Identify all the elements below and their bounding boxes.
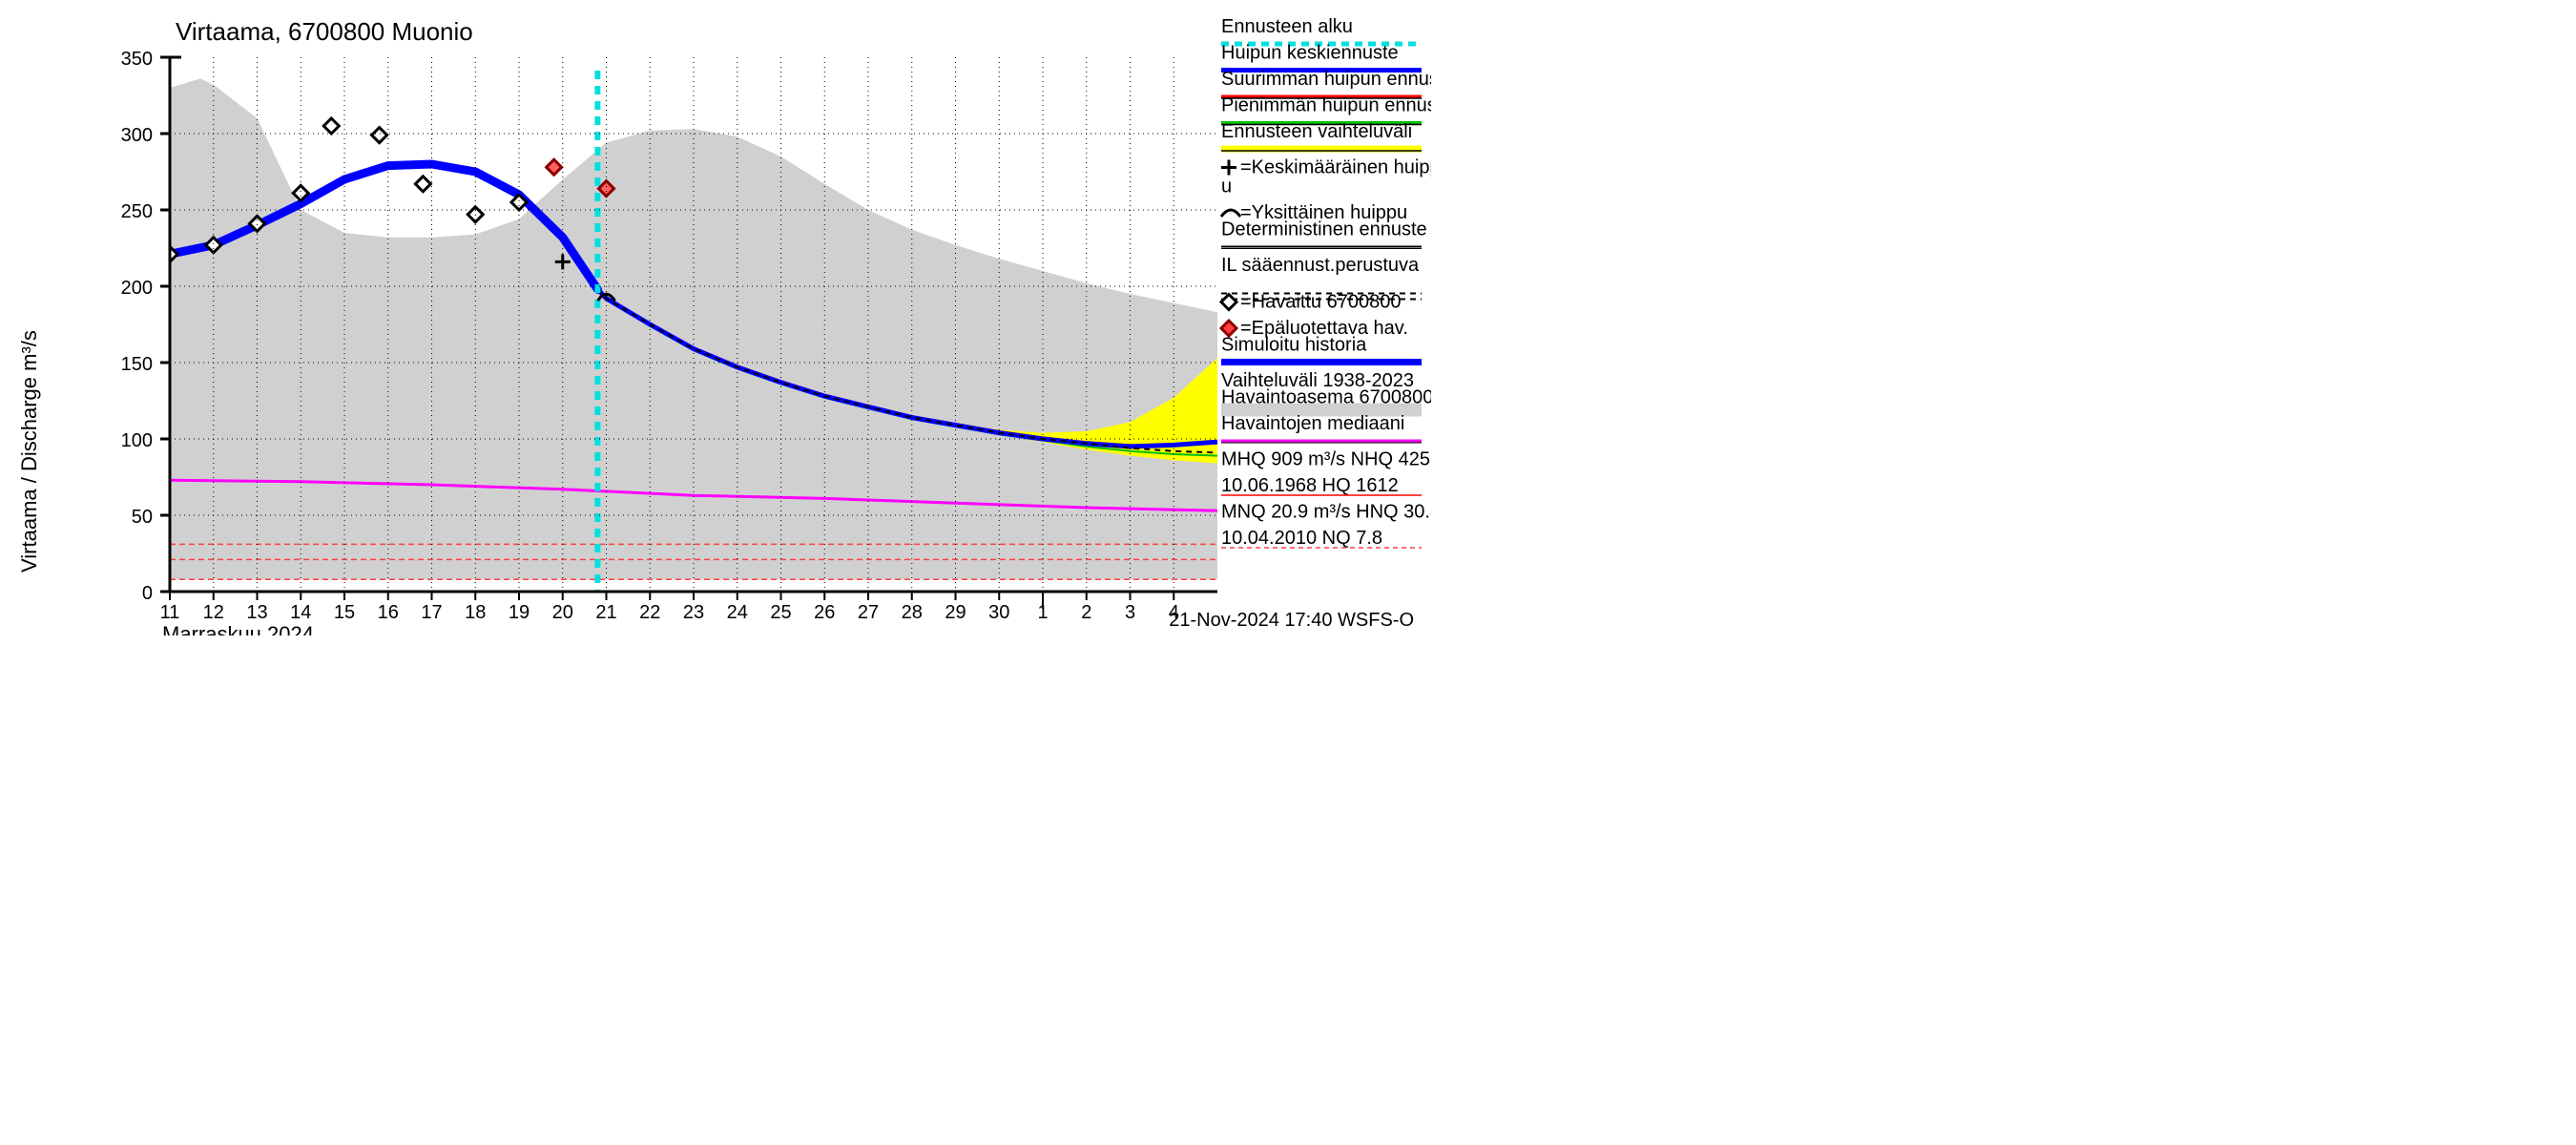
month-label: Marraskuu 2024 <box>162 622 314 635</box>
x-tick-label: 19 <box>509 602 530 623</box>
chart-title: Virtaama, 6700800 Muonio <box>176 17 473 46</box>
y-tick-label: 0 <box>142 583 153 604</box>
legend-label: Pienimmän huipun ennuste <box>1221 95 1431 116</box>
legend-label: Havaintoasema 6700800 <box>1221 387 1431 408</box>
x-tick-label: 21 <box>595 602 616 623</box>
legend-label: =Havaittu 6700800 <box>1240 292 1401 313</box>
x-tick-label: 23 <box>683 602 704 623</box>
x-tick-label: 11 <box>160 602 180 623</box>
x-tick-label: 26 <box>814 602 835 623</box>
observation-marker <box>415 177 430 192</box>
footer-timestamp: 21-Nov-2024 17:40 WSFS-O <box>1169 610 1414 631</box>
legend-label: Huipun keskiennuste <box>1221 43 1399 64</box>
x-tick-label: 28 <box>902 602 923 623</box>
y-tick-label: 50 <box>132 507 153 528</box>
x-tick-label: 18 <box>465 602 486 623</box>
x-tick-label: 30 <box>988 602 1009 623</box>
x-tick-label: 29 <box>945 602 966 623</box>
x-tick-label: 1 <box>1037 602 1048 623</box>
observation-marker <box>372 128 387 143</box>
x-tick-label: 3 <box>1125 602 1135 623</box>
legend-label: Deterministinen ennuste <box>1221 219 1427 240</box>
y-tick-label: 250 <box>121 201 153 222</box>
legend-label: IL sääennust.perustuva <box>1221 255 1420 276</box>
legend-label: 10.04.2010 NQ 7.8 <box>1221 528 1382 549</box>
y-tick-label: 350 <box>121 49 153 70</box>
legend-label: Suurimman huipun ennuste <box>1221 69 1431 90</box>
x-tick-label: 17 <box>421 602 442 623</box>
x-tick-label: 22 <box>639 602 660 623</box>
x-tick-label: 15 <box>334 602 355 623</box>
chart-svg: 0501001502002503003501112131415161718192… <box>0 0 1431 635</box>
y-tick-label: 300 <box>121 125 153 146</box>
legend-label: Ennusteen alku <box>1221 16 1353 37</box>
legend-label: 10.06.1968 HQ 1612 <box>1221 475 1399 496</box>
legend-label: Simuloitu historia <box>1221 335 1367 356</box>
legend-label: u <box>1221 177 1232 198</box>
discharge-forecast-chart: 0501001502002503003501112131415161718192… <box>0 0 1431 635</box>
legend-label: Havaintojen mediaani <box>1221 413 1404 434</box>
legend-label: MHQ 909 m³/s NHQ 425 <box>1221 449 1430 470</box>
legend-diamond-icon <box>1221 295 1236 310</box>
legend-label: MNQ 20.9 m³/s HNQ 30.8 <box>1221 502 1431 523</box>
legend-label: Ennusteen vaihteluväli <box>1221 121 1412 142</box>
x-tick-label: 20 <box>552 602 573 623</box>
historical-range <box>170 78 1217 579</box>
x-tick-label: 24 <box>727 602 748 623</box>
unreliable-observation-marker <box>547 159 562 175</box>
y-axis-label: Virtaama / Discharge m³/s <box>17 330 41 572</box>
x-tick-label: 12 <box>203 602 224 623</box>
y-tick-label: 200 <box>121 278 153 299</box>
x-tick-label: 25 <box>770 602 791 623</box>
x-tick-label: 16 <box>378 602 399 623</box>
y-tick-label: 100 <box>121 430 153 451</box>
x-tick-label: 14 <box>290 602 311 623</box>
observation-marker <box>323 118 339 134</box>
legend-label: =Keskimääräinen huippu <box>1240 157 1431 178</box>
legend-arc-icon <box>1221 210 1240 217</box>
x-tick-label: 13 <box>246 602 267 623</box>
x-tick-label: 27 <box>858 602 879 623</box>
legend: Ennusteen alku Huipun keskiennuste Suurimm… <box>1221 16 1431 549</box>
y-tick-label: 150 <box>121 354 153 375</box>
x-tick-label: 2 <box>1081 602 1091 623</box>
